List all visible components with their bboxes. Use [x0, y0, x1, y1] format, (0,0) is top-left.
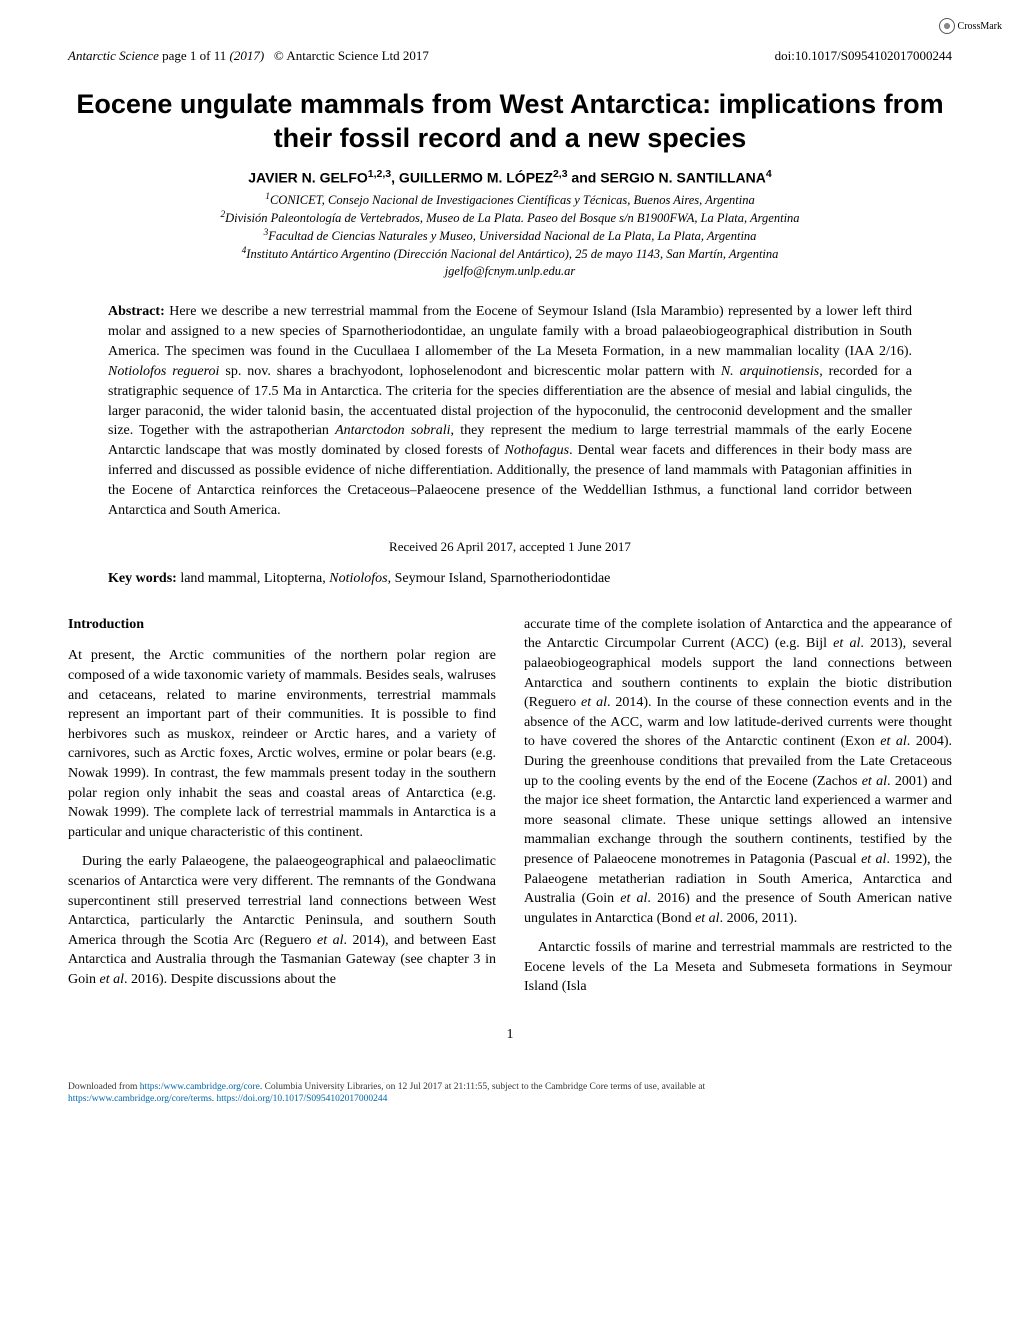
header-left: Antarctic Science page 1 of 11 (2017) © …	[68, 48, 429, 64]
affiliations: 1CONICET, Consejo Nacional de Investigac…	[68, 191, 952, 280]
author-3: and SERGIO N. SANTILLANA	[568, 169, 766, 185]
body-columns: Introduction At present, the Arctic comm…	[68, 615, 952, 1007]
crossmark-badge: CrossMark	[939, 18, 1002, 34]
footer: Downloaded from https:/www.cambridge.org…	[0, 1073, 1020, 1122]
col2-p2: Antarctic fossils of marine and terrestr…	[524, 938, 952, 997]
footer-link-core[interactable]: https:/www.cambridge.org/core	[140, 1082, 260, 1092]
keywords: Key words: land mammal, Litopterna, Noti…	[68, 571, 952, 587]
footer-link-doi[interactable]: https://doi.org/10.1017/S095410201700024…	[217, 1094, 388, 1104]
author-1-aff: 1,2,3	[368, 168, 391, 180]
col2-p1: accurate time of the complete isolation …	[524, 615, 952, 929]
article-title: Eocene ungulate mammals from West Antarc…	[68, 88, 952, 156]
running-header: Antarctic Science page 1 of 11 (2017) © …	[68, 48, 952, 64]
doi: doi:10.1017/S0954102017000244	[775, 48, 952, 64]
keywords-label: Key words:	[108, 571, 177, 586]
aff3: Facultad de Ciencias Naturales y Museo, …	[268, 229, 756, 243]
authors: JAVIER N. GELFO1,2,3, GUILLERMO M. LÓPEZ…	[68, 168, 952, 186]
abstract-label: Abstract:	[108, 304, 165, 319]
column-right: accurate time of the complete isolation …	[524, 615, 952, 1007]
footer-mid: . Columbia University Libraries, on 12 J…	[260, 1082, 705, 1092]
copyright: © Antarctic Science Ltd 2017	[274, 48, 429, 63]
column-left: Introduction At present, the Arctic comm…	[68, 615, 496, 1007]
aff4: Instituto Antártico Argentino (Dirección…	[246, 247, 778, 261]
author-2-aff: 2,3	[553, 168, 568, 180]
crossmark-label: CrossMark	[958, 21, 1002, 32]
footer-link-terms[interactable]: https:/www.cambridge.org/core/terms	[68, 1094, 212, 1104]
abstract-text: Here we describe a new terrestrial mamma…	[108, 304, 912, 518]
aff2: División Paleontología de Vertebrados, M…	[225, 211, 799, 225]
section-heading-introduction: Introduction	[68, 615, 496, 635]
col1-p1: At present, the Arctic communities of th…	[68, 646, 496, 842]
col1-p2: During the early Palaeogene, the palaeog…	[68, 852, 496, 989]
received-dates: Received 26 April 2017, accepted 1 June …	[68, 539, 952, 555]
corresponding-email: jgelfo@fcnym.unlp.edu.ar	[445, 264, 576, 278]
author-2: , GUILLERMO M. LÓPEZ	[391, 169, 553, 185]
crossmark-icon	[939, 18, 955, 34]
journal-name: Antarctic Science	[68, 48, 159, 63]
page-range: page 1 of 11	[162, 48, 226, 63]
author-3-aff: 4	[766, 168, 772, 180]
year: (2017)	[229, 48, 264, 63]
keywords-text: land mammal, Litopterna, Notiolofos, Sey…	[177, 571, 611, 586]
abstract: Abstract: Here we describe a new terrest…	[68, 302, 952, 521]
footer-pre: Downloaded from	[68, 1082, 140, 1092]
aff1: CONICET, Consejo Nacional de Investigaci…	[270, 193, 755, 207]
author-1: JAVIER N. GELFO	[248, 169, 368, 185]
page-number: 1	[68, 1027, 952, 1043]
